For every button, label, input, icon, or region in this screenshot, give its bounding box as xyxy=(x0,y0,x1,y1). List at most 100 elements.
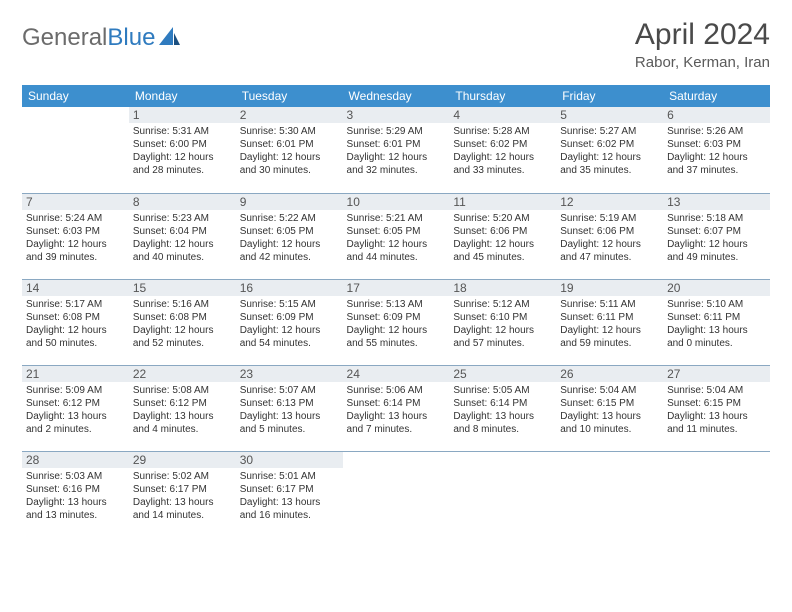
sunrise-label: Sunrise: xyxy=(133,213,170,224)
calendar-row: 1Sunrise: 5:31 AMSunset: 6:00 PMDaylight… xyxy=(22,107,770,193)
sunset-label: Sunset: xyxy=(240,484,274,495)
daylight-label: Daylight: xyxy=(133,497,172,508)
sunset-value: 6:04 PM xyxy=(170,226,207,237)
sunset-value: 6:01 PM xyxy=(276,139,313,150)
day-number: 29 xyxy=(129,452,236,468)
calendar-table: SundayMondayTuesdayWednesdayThursdayFrid… xyxy=(22,85,770,537)
sunrise-label: Sunrise: xyxy=(347,385,384,396)
sunset-label: Sunset: xyxy=(453,312,487,323)
day-body: Sunrise: 5:24 AMSunset: 6:03 PMDaylight:… xyxy=(26,212,125,264)
calendar-cell: 3Sunrise: 5:29 AMSunset: 6:01 PMDaylight… xyxy=(343,107,450,193)
daylight-label: Daylight: xyxy=(347,325,386,336)
daylight-label: Daylight: xyxy=(133,239,172,250)
day-body: Sunrise: 5:09 AMSunset: 6:12 PMDaylight:… xyxy=(26,384,125,436)
sunrise-label: Sunrise: xyxy=(453,126,490,137)
calendar-cell: 22Sunrise: 5:08 AMSunset: 6:12 PMDayligh… xyxy=(129,365,236,451)
sunrise-label: Sunrise: xyxy=(347,299,384,310)
day-body: Sunrise: 5:10 AMSunset: 6:11 PMDaylight:… xyxy=(667,298,766,350)
calendar-cell: 8Sunrise: 5:23 AMSunset: 6:04 PMDaylight… xyxy=(129,193,236,279)
calendar-cell: 6Sunrise: 5:26 AMSunset: 6:03 PMDaylight… xyxy=(663,107,770,193)
sunrise-value: 5:22 AM xyxy=(279,213,316,224)
sunset-label: Sunset: xyxy=(560,398,594,409)
sunrise-value: 5:04 AM xyxy=(600,385,637,396)
day-number: 20 xyxy=(663,280,770,296)
sunrise-value: 5:26 AM xyxy=(707,126,744,137)
daylight-label: Daylight: xyxy=(240,411,279,422)
sunset-label: Sunset: xyxy=(133,484,167,495)
day-number: 24 xyxy=(343,366,450,382)
sunset-label: Sunset: xyxy=(347,312,381,323)
sunrise-value: 5:11 AM xyxy=(600,299,636,310)
calendar-cell: 20 Sunrise: 5:10 AMSunset: 6:11 PMDayligh… xyxy=(663,279,770,365)
sunrise-value: 5:03 AM xyxy=(65,471,102,482)
calendar-cell: 10Sunrise: 5:21 AMSunset: 6:05 PMDayligh… xyxy=(343,193,450,279)
sunset-value: 6:09 PM xyxy=(383,312,420,323)
day-number: 12 xyxy=(556,194,663,210)
day-number: 25 xyxy=(449,366,556,382)
calendar-cell xyxy=(22,107,129,193)
day-body: Sunrise: 5:28 AMSunset: 6:02 PMDaylight:… xyxy=(453,125,552,177)
sunrise-label: Sunrise: xyxy=(26,471,63,482)
sunrise-value: 5:02 AM xyxy=(172,471,209,482)
sunrise-value: 5:19 AM xyxy=(600,213,637,224)
sunrise-label: Sunrise: xyxy=(133,126,170,137)
day-body: Sunrise: 5:21 AMSunset: 6:05 PMDaylight:… xyxy=(347,212,446,264)
sunset-label: Sunset: xyxy=(240,226,274,237)
day-body: Sunrise: 5:06 AMSunset: 6:14 PMDaylight:… xyxy=(347,384,446,436)
sunrise-value: 5:31 AM xyxy=(172,126,209,137)
sunset-label: Sunset: xyxy=(240,139,274,150)
sunset-label: Sunset: xyxy=(26,312,60,323)
calendar-cell: 1Sunrise: 5:31 AMSunset: 6:00 PMDaylight… xyxy=(129,107,236,193)
day-body: Sunrise: 5:19 AMSunset: 6:06 PMDaylight:… xyxy=(560,212,659,264)
day-number: 4 xyxy=(449,107,556,123)
sunrise-value: 5:21 AM xyxy=(386,213,423,224)
daylight-label: Daylight: xyxy=(347,152,386,163)
sunset-label: Sunset: xyxy=(133,312,167,323)
calendar-cell xyxy=(663,451,770,537)
day-body: Sunrise: 5:05 AMSunset: 6:14 PMDaylight:… xyxy=(453,384,552,436)
day-body: Sunrise: 5:08 AMSunset: 6:12 PMDaylight:… xyxy=(133,384,232,436)
day-body: Sunrise: 5:04 AMSunset: 6:15 PMDaylight:… xyxy=(560,384,659,436)
sunset-value: 6:06 PM xyxy=(490,226,527,237)
day-number: 11 xyxy=(449,194,556,210)
sunrise-label: Sunrise: xyxy=(560,385,597,396)
day-body: Sunrise: 5:31 AMSunset: 6:00 PMDaylight:… xyxy=(133,125,232,177)
day-number: 13 xyxy=(663,194,770,210)
calendar-cell: 16Sunrise: 5:15 AMSunset: 6:09 PMDayligh… xyxy=(236,279,343,365)
calendar-cell: 24 Sunrise: 5:06 AMSunset: 6:14 PMDayligh… xyxy=(343,365,450,451)
sunrise-value: 5:29 AM xyxy=(386,126,423,137)
calendar-cell: 11Sunrise: 5:20 AMSunset: 6:06 PMDayligh… xyxy=(449,193,556,279)
sunset-value: 6:00 PM xyxy=(170,139,207,150)
calendar-cell xyxy=(556,451,663,537)
day-body: Sunrise: 5:15 AMSunset: 6:09 PMDaylight:… xyxy=(240,298,339,350)
sunset-value: 6:13 PM xyxy=(276,398,313,409)
sunset-value: 6:05 PM xyxy=(383,226,420,237)
sunrise-label: Sunrise: xyxy=(347,126,384,137)
day-body: Sunrise: 5:30 AMSunset: 6:01 PMDaylight:… xyxy=(240,125,339,177)
sunset-label: Sunset: xyxy=(240,312,274,323)
day-number: 27 xyxy=(663,366,770,382)
day-body: Sunrise: 5:04 AMSunset: 6:15 PMDaylight:… xyxy=(667,384,766,436)
sunset-value: 6:14 PM xyxy=(490,398,527,409)
sunset-label: Sunset: xyxy=(560,226,594,237)
brand-text: GeneralBlue xyxy=(22,24,155,52)
sunset-value: 6:06 PM xyxy=(597,226,634,237)
calendar-cell: 15Sunrise: 5:16 AMSunset: 6:08 PMDayligh… xyxy=(129,279,236,365)
sunset-label: Sunset: xyxy=(453,226,487,237)
day-number: 26 xyxy=(556,366,663,382)
sunset-value: 6:02 PM xyxy=(597,139,634,150)
day-body: Sunrise: 5:02 AMSunset: 6:17 PMDaylight:… xyxy=(133,470,232,522)
daylight-label: Daylight: xyxy=(560,325,599,336)
sunrise-label: Sunrise: xyxy=(133,299,170,310)
day-body: Sunrise: 5:01 AMSunset: 6:17 PMDaylight:… xyxy=(240,470,339,522)
sunrise-label: Sunrise: xyxy=(560,213,597,224)
sunset-label: Sunset: xyxy=(560,312,594,323)
sunrise-value: 5:04 AM xyxy=(707,385,744,396)
sunset-label: Sunset: xyxy=(667,312,701,323)
daylight-label: Daylight: xyxy=(453,411,492,422)
sunset-value: 6:03 PM xyxy=(704,139,741,150)
sunrise-label: Sunrise: xyxy=(453,213,490,224)
sunset-value: 6:12 PM xyxy=(63,398,100,409)
calendar-cell: 7Sunrise: 5:24 AMSunset: 6:03 PMDaylight… xyxy=(22,193,129,279)
day-number: 6 xyxy=(663,107,770,123)
